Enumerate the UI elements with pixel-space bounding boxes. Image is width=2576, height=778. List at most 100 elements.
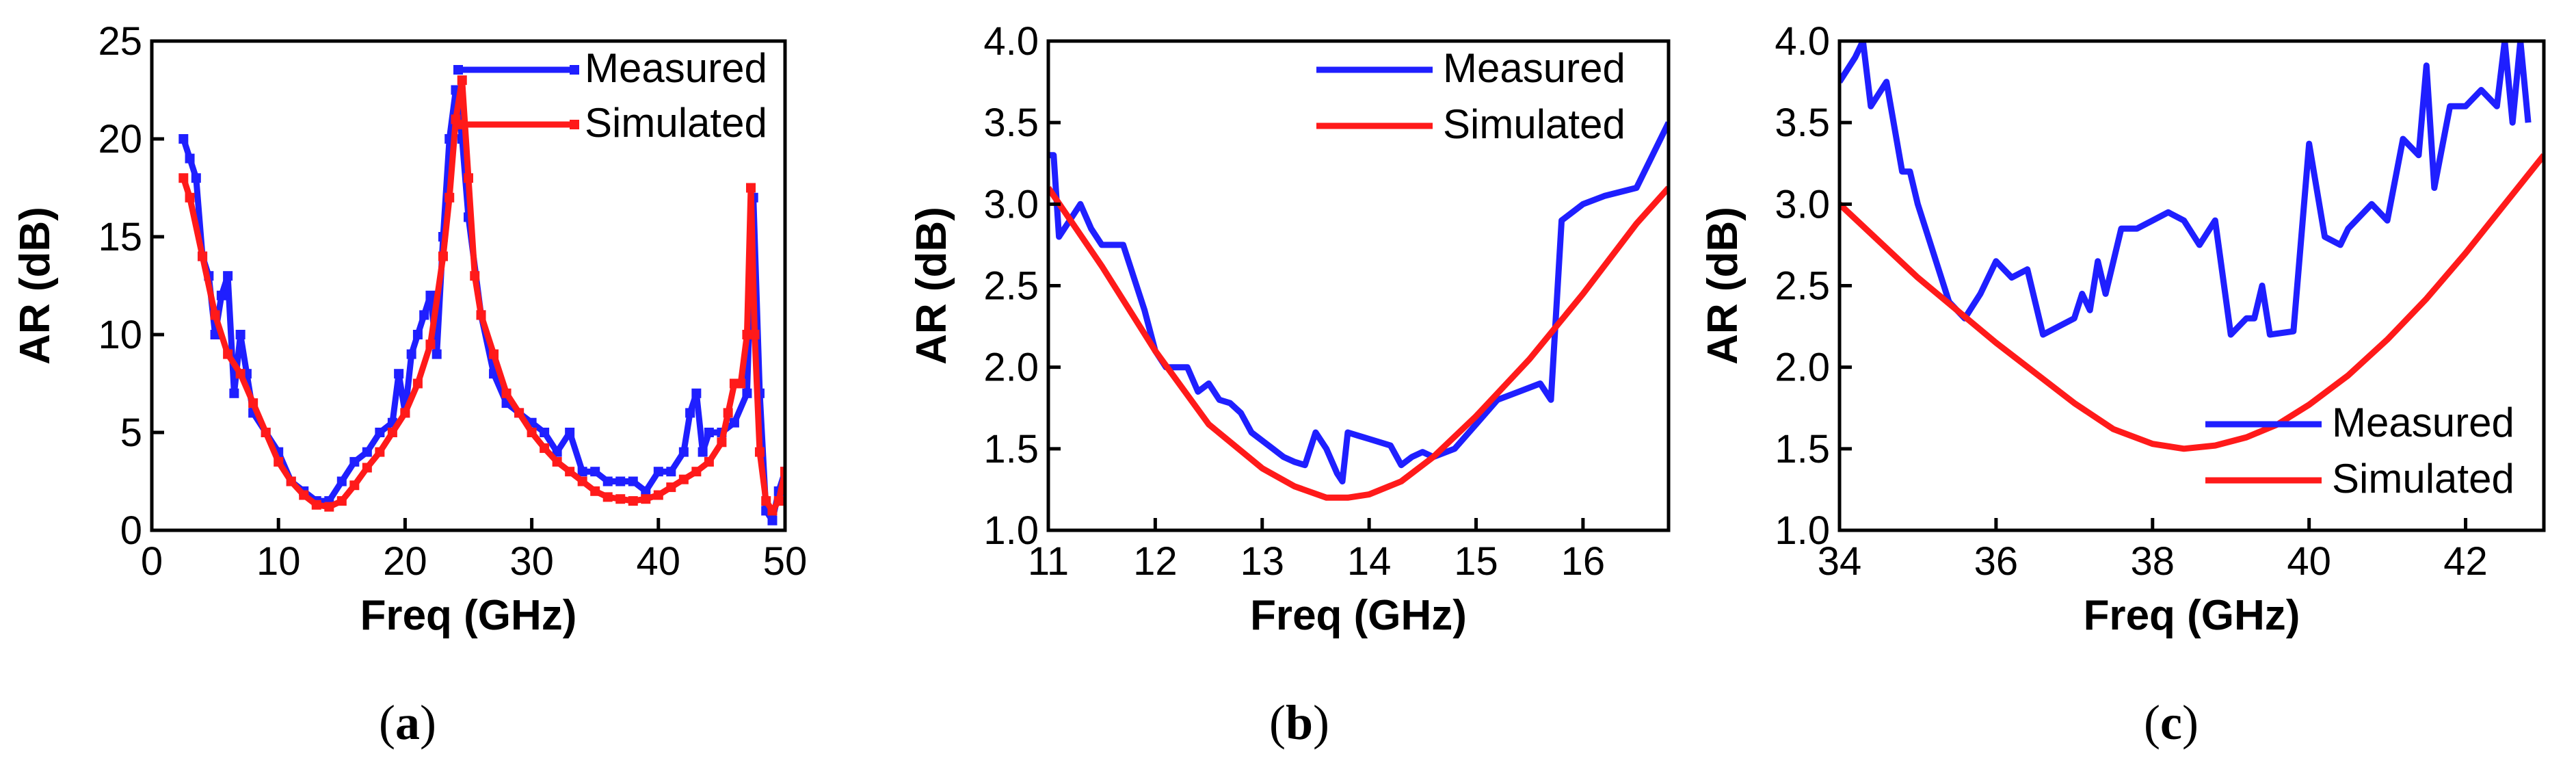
data-point-simulated	[641, 494, 651, 504]
series-line-simulated	[1840, 153, 2544, 452]
data-point-measured	[191, 173, 201, 183]
data-point-simulated	[565, 467, 575, 477]
data-point-simulated	[248, 398, 258, 409]
data-point-measured	[653, 467, 663, 477]
x-axis-label: Freq (GHz)	[1250, 592, 1467, 639]
data-point-measured	[178, 134, 189, 144]
legend-b: Measured Simulated	[1316, 45, 1625, 147]
axes-frame	[150, 39, 787, 532]
data-point-simulated	[666, 482, 676, 493]
data-point-simulated	[717, 437, 727, 448]
legend-a: Measured Simulated	[453, 45, 767, 146]
legend-marker-simulated	[570, 120, 579, 129]
y-axis-label: AR (dB)	[908, 207, 955, 365]
data-point-simulated	[311, 500, 321, 510]
series-line-measured	[1048, 121, 1669, 484]
data-point-simulated	[749, 330, 760, 339]
y-tick-label: 0	[120, 508, 142, 553]
data-point-measured	[185, 153, 195, 164]
data-point-simulated	[552, 456, 562, 467]
data-point-simulated	[745, 183, 756, 193]
data-point-simulated	[761, 496, 771, 506]
data-point-measured	[431, 349, 442, 359]
data-point-simulated	[767, 506, 778, 516]
data-point-measured	[698, 447, 708, 457]
data-point-simulated	[742, 330, 752, 339]
data-point-measured	[540, 428, 550, 437]
data-point-measured	[704, 428, 714, 437]
data-point-measured	[602, 476, 613, 487]
data-point-simulated	[375, 447, 385, 457]
legend-label-simulated: Simulated	[1443, 101, 1625, 147]
data-point-measured	[552, 447, 562, 457]
data-point-simulated	[773, 496, 784, 506]
y-tick-label: 3.5	[1775, 101, 1830, 145]
data-point-simulated	[425, 339, 436, 350]
plot-area-a	[178, 75, 785, 526]
panel-c: 34 36 38 40 42 1.0 1.5 2.0 2.5 3.0 3.5 4.0 Freq (GHz…	[1699, 19, 2546, 639]
legend-marker-measured	[453, 65, 463, 75]
x-tick-label: 34	[1818, 539, 1862, 584]
legend-marker-simulated	[453, 120, 463, 129]
series-line-simulated	[181, 77, 785, 514]
x-axis-label: Freq (GHz)	[360, 592, 577, 639]
data-point-simulated	[514, 408, 525, 418]
caption-b: (b)	[1269, 695, 1329, 750]
data-point-measured	[412, 330, 423, 339]
x-tick-label: 50	[763, 539, 808, 584]
x-tick-label: 16	[1561, 539, 1606, 584]
y-tick-label: 1.5	[1775, 427, 1830, 471]
data-point-simulated	[349, 480, 360, 491]
data-point-simulated	[577, 476, 587, 487]
data-point-simulated	[628, 496, 638, 506]
data-point-simulated	[324, 502, 334, 512]
x-tick-label: 11	[1028, 539, 1069, 584]
legend-label-measured: Measured	[1443, 45, 1625, 91]
data-point-simulated	[736, 378, 746, 389]
data-point-measured	[406, 349, 416, 359]
data-point-simulated	[412, 378, 423, 389]
legend-c: Measured Simulated	[2205, 400, 2514, 502]
data-point-simulated	[470, 271, 480, 281]
y-tick-label: 3.5	[983, 101, 1039, 145]
data-point-simulated	[223, 349, 233, 359]
data-point-measured	[628, 476, 638, 487]
data-point-simulated	[286, 476, 296, 487]
data-point-simulated	[235, 369, 245, 379]
data-point-simulated	[540, 443, 550, 453]
data-point-measured	[767, 515, 778, 526]
y-tick-label: 25	[98, 19, 142, 64]
y-tick-label: 15	[98, 215, 142, 259]
x-tick-label: 36	[1974, 539, 2019, 584]
data-point-simulated	[274, 456, 284, 467]
data-point-simulated	[198, 251, 208, 261]
y-tick-label: 5	[120, 411, 142, 455]
y-tick-label: 4.0	[983, 19, 1039, 64]
data-point-simulated	[754, 447, 765, 457]
data-point-measured	[223, 271, 233, 281]
x-tick-label: 42	[2443, 539, 2488, 584]
data-point-simulated	[387, 428, 397, 437]
caption-c: (c)	[2144, 695, 2199, 750]
data-point-simulated	[336, 496, 347, 506]
data-point-simulated	[653, 490, 663, 500]
x-tick-label: 14	[1347, 539, 1392, 584]
y-tick-label: 3.0	[1775, 182, 1830, 226]
data-point-measured	[394, 369, 404, 379]
legend-marker-measured	[570, 65, 579, 75]
y-tick-label: 2.5	[983, 264, 1039, 309]
x-tick-label: 40	[637, 539, 681, 584]
x-tick-label: 38	[2131, 539, 2175, 584]
data-point-simulated	[299, 490, 309, 500]
legend-label-simulated: Simulated	[2332, 456, 2514, 502]
data-point-measured	[577, 467, 587, 477]
data-point-measured	[565, 428, 575, 437]
data-point-measured	[235, 330, 245, 339]
data-point-simulated	[615, 494, 626, 504]
data-point-simulated	[590, 486, 600, 496]
data-point-simulated	[527, 428, 537, 437]
data-point-simulated	[261, 428, 271, 437]
data-point-measured	[615, 476, 626, 487]
data-point-simulated	[457, 75, 467, 86]
